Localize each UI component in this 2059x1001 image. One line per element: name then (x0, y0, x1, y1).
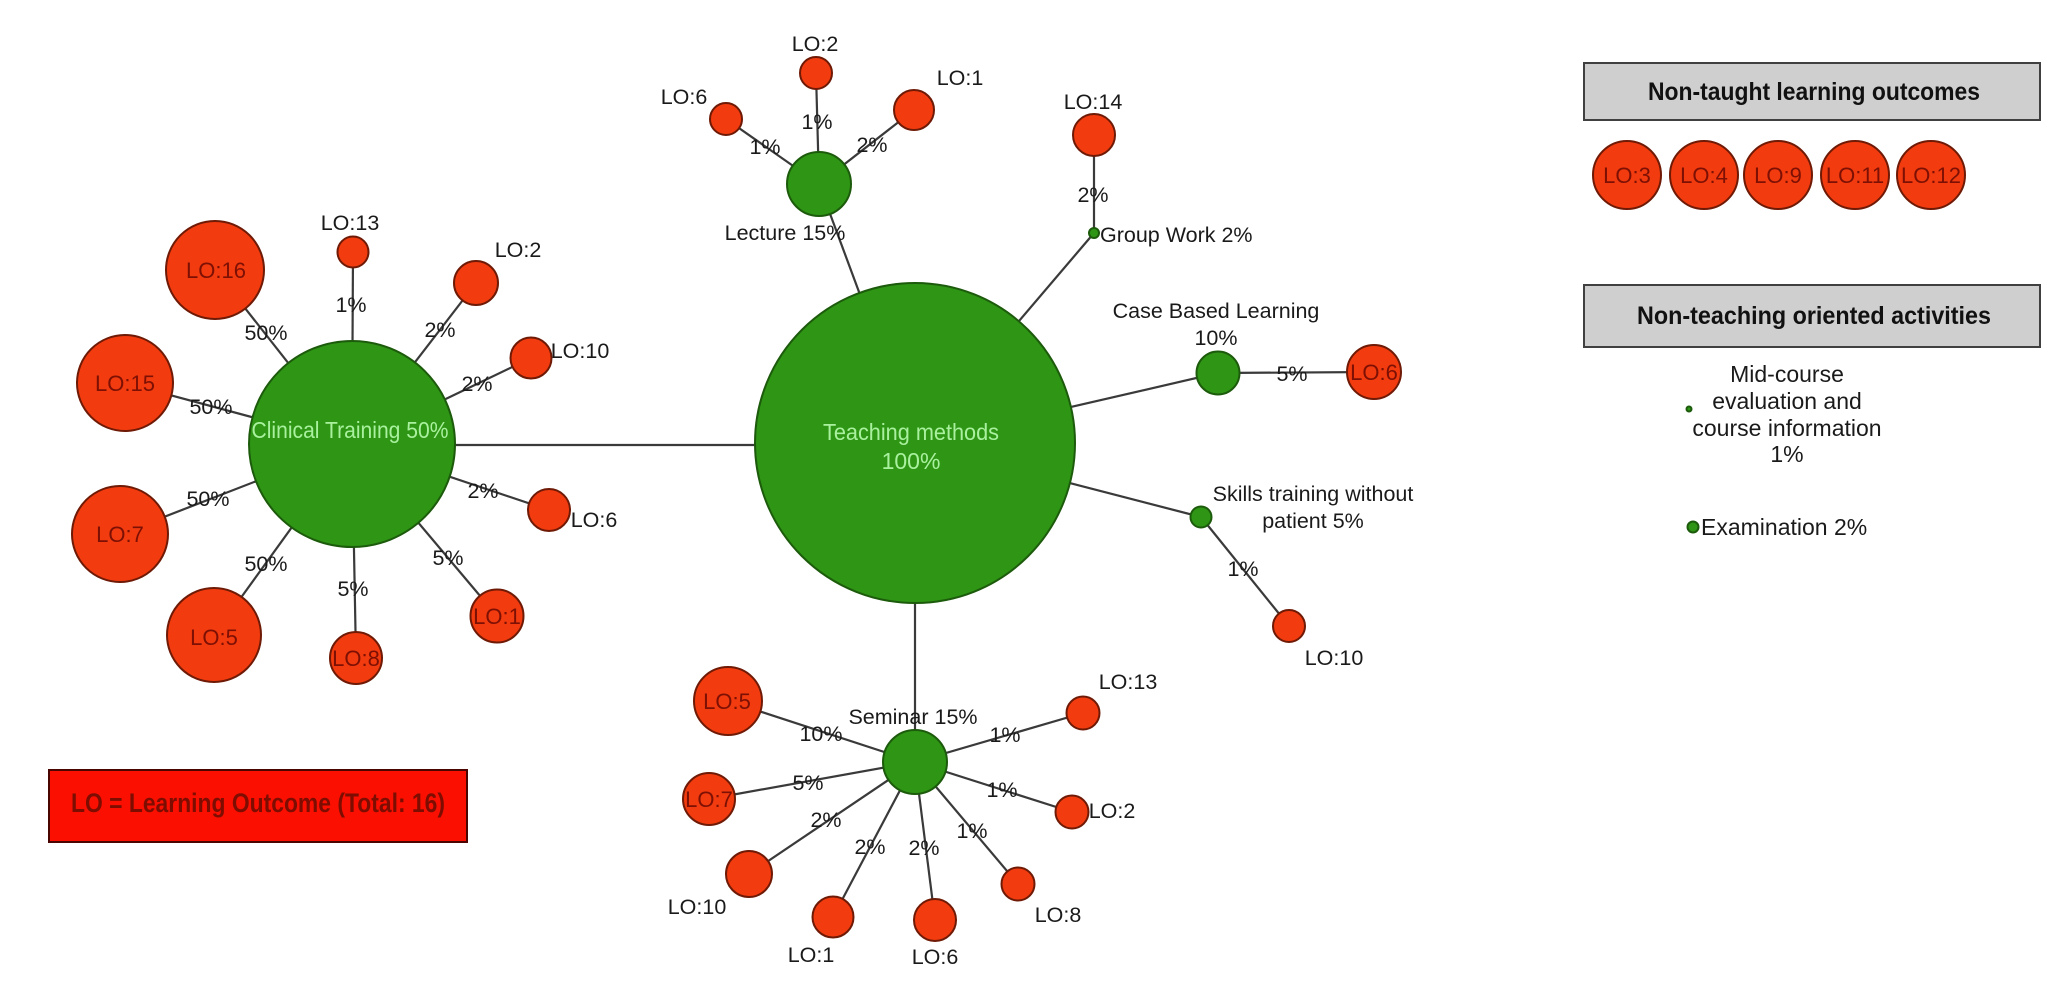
svg-text:Teaching methods: Teaching methods (823, 419, 999, 445)
svg-text:LO:10: LO:10 (668, 895, 727, 919)
svg-text:LO:3: LO:3 (1603, 163, 1651, 188)
svg-text:LO:6: LO:6 (1350, 360, 1398, 385)
svg-text:LO:1: LO:1 (473, 604, 521, 629)
svg-text:2%: 2% (908, 836, 939, 860)
svg-text:5%: 5% (337, 577, 368, 601)
svg-text:10%: 10% (1194, 326, 1237, 350)
svg-text:2%: 2% (461, 372, 492, 396)
svg-text:LO:8: LO:8 (1035, 903, 1082, 927)
svg-text:10%: 10% (799, 722, 842, 746)
svg-text:2%: 2% (854, 835, 885, 859)
svg-text:1%: 1% (801, 110, 832, 134)
svg-text:course information: course information (1692, 415, 1881, 441)
svg-text:50%: 50% (189, 395, 232, 419)
svg-text:Case Based Learning: Case Based Learning (1113, 299, 1320, 323)
svg-text:50%: 50% (244, 321, 287, 345)
svg-text:LO:8: LO:8 (332, 646, 380, 671)
svg-text:2%: 2% (467, 479, 498, 503)
svg-text:LO:11: LO:11 (1826, 163, 1884, 188)
svg-text:5%: 5% (432, 546, 463, 570)
svg-text:LO:6: LO:6 (571, 508, 618, 532)
svg-text:patient 5%: patient 5% (1262, 509, 1364, 533)
svg-text:50%: 50% (186, 487, 229, 511)
svg-text:LO:6: LO:6 (912, 945, 959, 969)
svg-text:1%: 1% (989, 723, 1020, 747)
svg-text:Group Work 2%: Group Work 2% (1100, 223, 1253, 247)
svg-text:50%: 50% (244, 552, 287, 576)
svg-text:LO:2: LO:2 (792, 32, 839, 56)
svg-text:LO:12: LO:12 (1901, 163, 1961, 188)
svg-text:LO:13: LO:13 (1099, 670, 1158, 694)
svg-text:Examination 2%: Examination 2% (1701, 514, 1867, 540)
svg-text:Mid-course: Mid-course (1730, 361, 1844, 387)
svg-text:LO:6: LO:6 (661, 85, 708, 109)
svg-text:100%: 100% (882, 448, 941, 474)
svg-text:5%: 5% (1276, 362, 1307, 386)
svg-text:2%: 2% (810, 808, 841, 832)
svg-text:1%: 1% (986, 778, 1017, 802)
svg-text:2%: 2% (856, 133, 887, 157)
svg-text:1%: 1% (956, 819, 987, 843)
svg-text:evaluation and: evaluation and (1712, 388, 1862, 414)
svg-text:Skills training without: Skills training without (1213, 482, 1414, 506)
svg-text:LO:10: LO:10 (551, 339, 610, 363)
svg-text:LO:9: LO:9 (1754, 163, 1802, 188)
svg-text:LO:7: LO:7 (685, 787, 733, 812)
svg-text:2%: 2% (424, 318, 455, 342)
svg-text:LO:7: LO:7 (96, 522, 144, 547)
svg-text:1%: 1% (1770, 441, 1803, 467)
svg-text:LO:14: LO:14 (1064, 90, 1123, 114)
svg-text:1%: 1% (749, 135, 780, 159)
svg-text:Clinical Training 50%: Clinical Training 50% (252, 417, 449, 443)
svg-text:1%: 1% (1227, 557, 1258, 581)
svg-text:LO:16: LO:16 (186, 258, 246, 283)
svg-text:5%: 5% (792, 771, 823, 795)
svg-text:LO:5: LO:5 (703, 689, 751, 714)
svg-text:LO:4: LO:4 (1680, 163, 1728, 188)
svg-text:2%: 2% (1077, 183, 1108, 207)
svg-text:Lecture 15%: Lecture 15% (725, 221, 846, 245)
svg-text:1%: 1% (335, 293, 366, 317)
svg-text:LO = Learning Outcome (Total:: LO = Learning Outcome (Total: 16) (71, 788, 445, 818)
svg-text:LO:5: LO:5 (190, 625, 238, 650)
svg-text:Non-teaching oriented activiti: Non-teaching oriented activities (1637, 302, 1991, 330)
svg-text:LO:1: LO:1 (937, 66, 984, 90)
svg-text:Non-taught learning outcomes: Non-taught learning outcomes (1648, 78, 1980, 106)
svg-text:LO:2: LO:2 (1089, 799, 1136, 823)
svg-text:LO:10: LO:10 (1305, 646, 1364, 670)
svg-text:LO:1: LO:1 (788, 943, 835, 967)
svg-text:Seminar 15%: Seminar 15% (848, 705, 977, 729)
svg-text:LO:2: LO:2 (495, 238, 542, 262)
svg-text:LO:13: LO:13 (321, 211, 380, 235)
svg-text:LO:15: LO:15 (95, 371, 155, 396)
